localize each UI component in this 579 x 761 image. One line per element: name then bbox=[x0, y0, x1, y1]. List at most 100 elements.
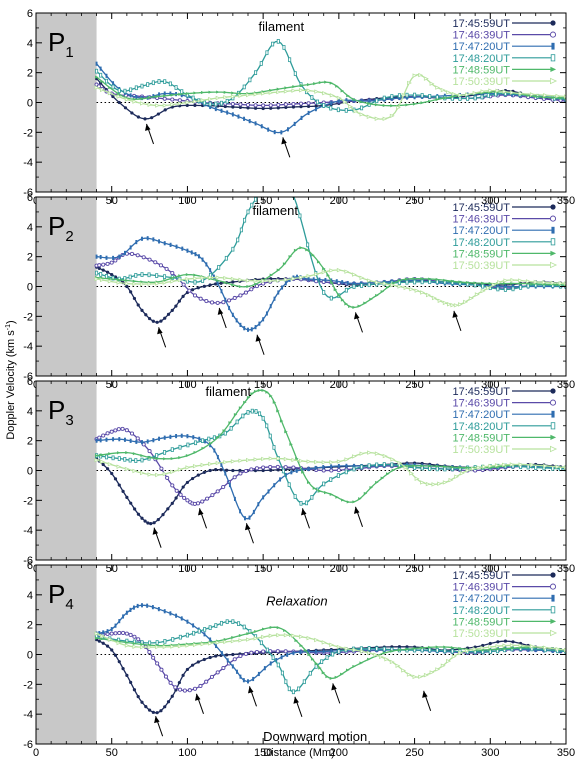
marker bbox=[257, 502, 260, 507]
marker bbox=[246, 632, 250, 636]
marker bbox=[209, 637, 212, 642]
marker bbox=[335, 279, 338, 284]
marker bbox=[155, 281, 161, 286]
marker bbox=[352, 97, 356, 102]
marker bbox=[100, 87, 105, 93]
marker bbox=[147, 455, 152, 460]
marker bbox=[409, 471, 415, 476]
arrow-head bbox=[244, 523, 251, 531]
arrow-marker bbox=[301, 508, 310, 529]
marker bbox=[353, 281, 355, 286]
marker bbox=[277, 290, 280, 295]
marker bbox=[107, 90, 113, 96]
marker bbox=[330, 100, 333, 106]
marker bbox=[382, 651, 387, 655]
marker bbox=[564, 97, 566, 102]
marker bbox=[265, 390, 269, 394]
marker bbox=[135, 240, 138, 245]
arrow-marker bbox=[331, 683, 341, 704]
marker bbox=[450, 95, 455, 99]
marker bbox=[299, 246, 303, 250]
marker bbox=[412, 674, 418, 680]
marker bbox=[306, 635, 312, 641]
marker bbox=[228, 305, 231, 311]
marker bbox=[163, 705, 167, 709]
marker bbox=[344, 469, 348, 475]
marker bbox=[253, 103, 258, 108]
marker bbox=[190, 250, 193, 255]
marker bbox=[491, 282, 497, 288]
marker bbox=[147, 644, 153, 650]
marker bbox=[291, 105, 296, 109]
marker bbox=[117, 88, 121, 93]
arrow-head bbox=[422, 690, 428, 698]
marker bbox=[324, 491, 328, 495]
y-tick-label: -2 bbox=[23, 311, 33, 323]
marker bbox=[185, 480, 190, 485]
marker bbox=[291, 465, 296, 470]
marker bbox=[283, 456, 289, 462]
marker bbox=[267, 127, 270, 132]
marker bbox=[303, 276, 306, 281]
marker bbox=[230, 101, 235, 107]
marker bbox=[299, 458, 304, 464]
marker bbox=[254, 121, 257, 126]
marker bbox=[242, 678, 245, 683]
marker bbox=[403, 285, 409, 291]
marker bbox=[94, 636, 99, 640]
marker bbox=[185, 643, 191, 648]
marker bbox=[271, 655, 275, 660]
marker bbox=[207, 436, 211, 442]
x-tick-label: 200 bbox=[330, 747, 348, 759]
y-tick-label: 4 bbox=[27, 406, 33, 418]
marker bbox=[100, 637, 104, 641]
marker bbox=[275, 464, 280, 470]
y-tick-label: -4 bbox=[23, 341, 33, 353]
marker bbox=[359, 112, 365, 117]
marker bbox=[219, 620, 224, 626]
marker bbox=[413, 92, 417, 98]
marker bbox=[132, 281, 138, 287]
marker bbox=[155, 472, 161, 478]
arrow-marker bbox=[145, 123, 155, 145]
marker bbox=[134, 273, 138, 278]
marker bbox=[204, 439, 206, 444]
marker bbox=[344, 302, 348, 306]
marker bbox=[163, 435, 166, 440]
marker bbox=[243, 217, 247, 223]
marker bbox=[135, 253, 140, 258]
marker bbox=[232, 657, 237, 662]
marker bbox=[382, 116, 388, 122]
marker bbox=[304, 500, 309, 506]
marker bbox=[337, 649, 341, 654]
marker bbox=[488, 647, 493, 652]
marker bbox=[155, 320, 159, 324]
marker bbox=[223, 639, 229, 645]
marker bbox=[382, 453, 388, 459]
marker bbox=[418, 72, 424, 78]
marker bbox=[549, 215, 557, 222]
marker bbox=[321, 671, 326, 675]
marker bbox=[382, 462, 386, 467]
marker bbox=[170, 102, 176, 107]
marker bbox=[100, 277, 105, 283]
marker bbox=[254, 409, 258, 414]
marker bbox=[282, 262, 287, 266]
marker bbox=[311, 253, 315, 257]
marker bbox=[266, 187, 268, 191]
marker bbox=[262, 495, 265, 500]
marker bbox=[550, 261, 558, 269]
marker bbox=[269, 661, 272, 666]
y-tick-label: -2 bbox=[23, 127, 33, 139]
marker bbox=[406, 95, 408, 100]
marker bbox=[405, 103, 409, 107]
marker bbox=[95, 254, 98, 259]
marker bbox=[273, 483, 276, 488]
marker bbox=[397, 284, 403, 289]
marker bbox=[321, 269, 327, 275]
marker bbox=[336, 267, 342, 273]
arrow-marker bbox=[281, 137, 291, 158]
y-tick-label: 2 bbox=[27, 68, 33, 80]
marker bbox=[412, 277, 417, 281]
marker bbox=[112, 81, 115, 86]
